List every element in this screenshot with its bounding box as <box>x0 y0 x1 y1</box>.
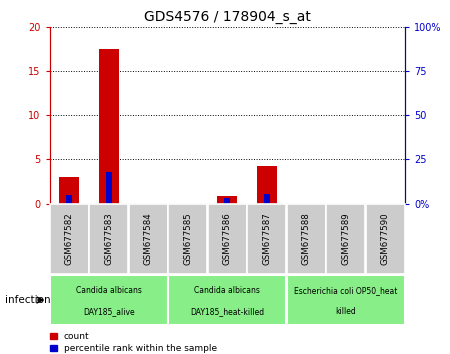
Legend: count, percentile rank within the sample: count, percentile rank within the sample <box>50 332 217 353</box>
FancyBboxPatch shape <box>208 204 247 274</box>
FancyBboxPatch shape <box>366 204 405 274</box>
Text: GSM677586: GSM677586 <box>223 212 232 266</box>
Text: GSM677584: GSM677584 <box>144 212 153 266</box>
FancyBboxPatch shape <box>287 204 326 274</box>
FancyBboxPatch shape <box>168 204 207 274</box>
FancyBboxPatch shape <box>247 204 286 274</box>
Text: infection: infection <box>4 295 50 305</box>
Text: DAY185_heat-killed: DAY185_heat-killed <box>190 307 264 316</box>
Bar <box>59 177 79 204</box>
Bar <box>99 49 119 204</box>
Bar <box>217 196 237 204</box>
Bar <box>224 198 230 204</box>
FancyBboxPatch shape <box>287 275 405 325</box>
Title: GDS4576 / 178904_s_at: GDS4576 / 178904_s_at <box>144 10 310 24</box>
Bar <box>264 194 270 204</box>
FancyBboxPatch shape <box>50 204 89 274</box>
FancyBboxPatch shape <box>50 275 168 325</box>
Text: Escherichia coli OP50_heat: Escherichia coli OP50_heat <box>294 286 397 295</box>
Bar <box>66 195 72 204</box>
FancyBboxPatch shape <box>326 204 365 274</box>
Text: GSM677585: GSM677585 <box>183 212 192 266</box>
Text: GSM677590: GSM677590 <box>381 213 390 265</box>
Text: Candida albicans: Candida albicans <box>194 286 260 295</box>
Bar <box>106 172 112 204</box>
FancyBboxPatch shape <box>168 275 286 325</box>
Text: Candida albicans: Candida albicans <box>76 286 142 295</box>
Text: GSM677582: GSM677582 <box>65 212 74 266</box>
Text: DAY185_alive: DAY185_alive <box>83 307 135 316</box>
Text: GSM677589: GSM677589 <box>341 213 350 265</box>
Text: killed: killed <box>335 307 356 316</box>
Text: GSM677583: GSM677583 <box>104 212 113 266</box>
Bar <box>257 166 277 204</box>
Text: GSM677587: GSM677587 <box>262 212 271 266</box>
FancyBboxPatch shape <box>89 204 128 274</box>
Text: GSM677588: GSM677588 <box>302 212 311 266</box>
FancyBboxPatch shape <box>129 204 168 274</box>
